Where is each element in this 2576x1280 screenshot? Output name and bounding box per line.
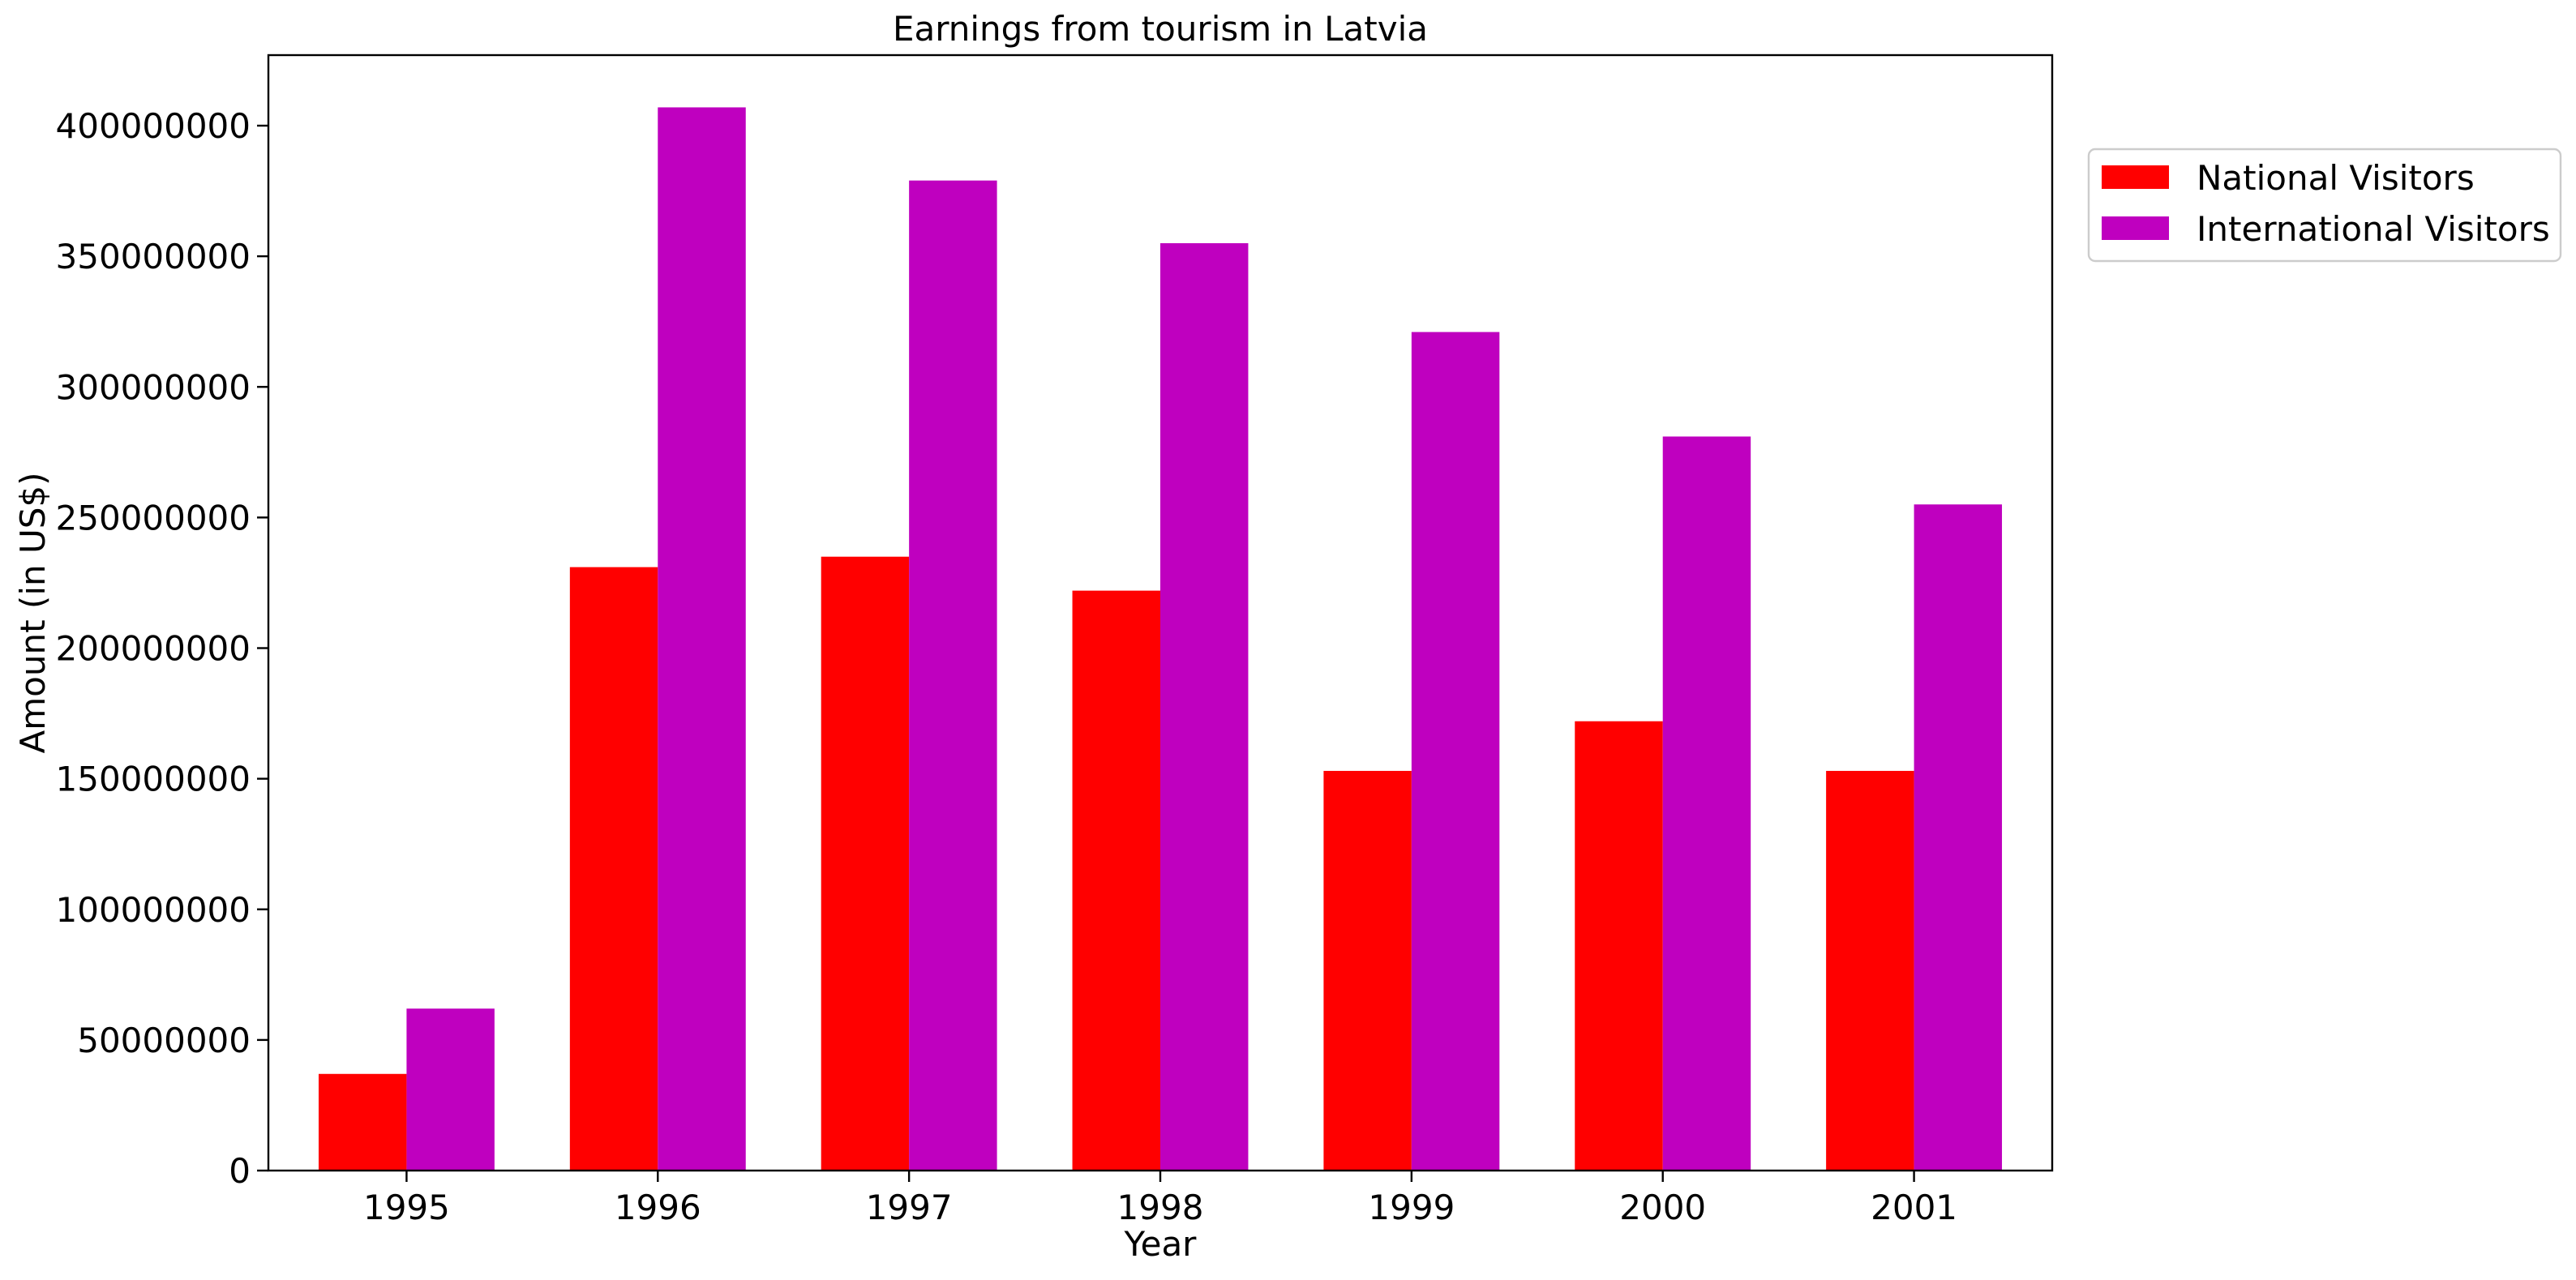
x-tick-label: 1996 <box>615 1188 701 1227</box>
legend: National Visitors International Visitors <box>2087 148 2562 263</box>
x-tick-label: 1995 <box>363 1188 450 1227</box>
y-axis-label: Amount (in US$) <box>13 473 53 754</box>
x-axis: 1995 1996 1997 1998 1999 2000 2001 <box>363 1171 1957 1227</box>
y-tick-label: 300000000 <box>56 367 251 407</box>
y-axis: 0 50000000 100000000 150000000 200000000 2500… <box>56 106 268 1191</box>
bar-international-visitors-1997 <box>909 180 997 1171</box>
legend-swatch-national-visitors <box>2102 165 2169 189</box>
bars-group <box>318 107 2003 1171</box>
y-tick-label: 200000000 <box>56 629 251 669</box>
x-tick-label: 1999 <box>1368 1188 1455 1227</box>
plot-frame <box>267 54 2054 1172</box>
y-tick-label: 50000000 <box>77 1021 251 1060</box>
x-tick-label: 1998 <box>1117 1188 1204 1227</box>
legend-label-international-visitors: International Visitors <box>2197 209 2550 249</box>
bar-international-visitors-1999 <box>1411 332 1500 1171</box>
y-tick-label: 100000000 <box>56 890 251 930</box>
bar-national-visitors-1998 <box>1072 590 1160 1171</box>
legend-frame <box>2087 148 2562 263</box>
x-tick-label: 2001 <box>1871 1188 1957 1227</box>
bar-national-visitors-2001 <box>1826 770 1914 1171</box>
bar-international-visitors-1995 <box>406 1008 495 1171</box>
y-tick-label: 150000000 <box>56 760 251 799</box>
y-tick-label: 350000000 <box>56 237 251 276</box>
y-tick-label: 400000000 <box>56 106 251 146</box>
bar-international-visitors-2001 <box>1914 504 2003 1171</box>
y-tick-label: 0 <box>229 1151 251 1191</box>
x-axis-label: Year <box>1124 1224 1198 1264</box>
bar-international-visitors-1998 <box>1160 243 1249 1171</box>
x-tick-label: 1997 <box>866 1188 953 1227</box>
bar-national-visitors-2000 <box>1575 721 1663 1171</box>
x-tick-label: 2000 <box>1619 1188 1706 1227</box>
bar-national-visitors-1995 <box>318 1073 407 1171</box>
y-tick-label: 250000000 <box>56 498 251 537</box>
bar-international-visitors-1996 <box>658 107 746 1171</box>
legend-label-national-visitors: National Visitors <box>2197 158 2475 198</box>
bar-national-visitors-1999 <box>1323 770 1412 1171</box>
bar-national-visitors-1996 <box>569 567 658 1171</box>
legend-swatch-international-visitors <box>2102 216 2169 240</box>
chart-title: Earnings from tourism in Latvia <box>893 9 1428 49</box>
bar-international-visitors-2000 <box>1662 436 1751 1171</box>
bar-national-visitors-1997 <box>821 556 910 1171</box>
